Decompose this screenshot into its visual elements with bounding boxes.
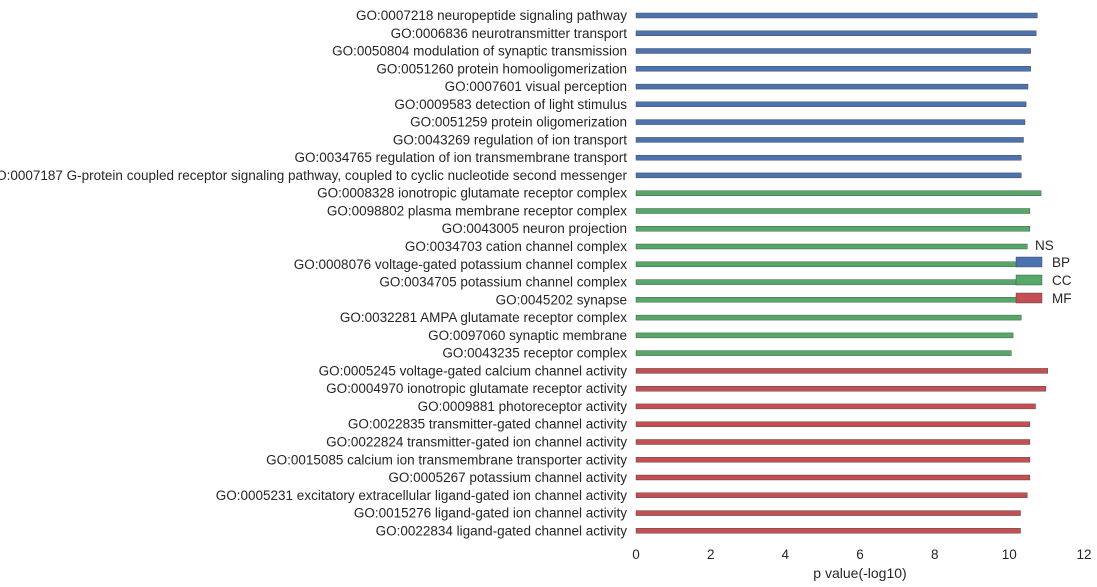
legend-title: NS [1035,238,1054,253]
legend-label-mf: MF [1052,291,1072,306]
bar-cc [635,314,1022,321]
bar-bp [635,154,1022,161]
category-label: GO:0022824 transmitter-gated ion channel… [326,435,627,450]
category-label: GO:0098802 plasma membrane receptor comp… [327,204,627,219]
category-label: GO:0006836 neurotransmitter transport [391,26,628,41]
bar-bp [635,101,1027,108]
category-label: GO:0008328 ionotropic glutamate receptor… [317,186,627,201]
bar-bp [635,48,1031,54]
x-tick-label: 0 [632,547,640,562]
bar-bp [635,172,1022,179]
category-label: GO:0045202 synapse [496,292,627,307]
legend-swatch-cc [1015,274,1043,286]
bar-mf [635,474,1031,481]
bar-mf [635,421,1031,427]
x-tick-label: 2 [707,547,715,562]
category-label: GO:0051260 protein homooligomerization [376,61,627,76]
bar-mf [635,439,1031,445]
bar-bp [635,83,1029,90]
bar-bp [635,12,1038,19]
bar-mf [635,403,1036,410]
bar-cc [635,297,1023,303]
category-label: GO:0022834 ligand-gated channel activity [376,523,628,538]
category-label: GO:0007601 visual perception [445,79,627,94]
legend-label-cc: CC [1052,273,1072,288]
category-label: GO:0022835 transmitter-gated channel act… [348,417,627,432]
category-label: GO:0005267 potassium channel activity [388,470,627,485]
bar-mf [635,386,1047,392]
bar-cc [635,332,1014,339]
category-label: GO:0005231 excitatory extracellular liga… [216,488,627,503]
category-label: GO:0008076 voltage-gated potassium chann… [294,257,627,272]
category-label: GO:0004970 ionotropic glutamate receptor… [326,381,627,396]
legend-label-bp: BP [1052,255,1070,270]
legend-swatch-bp [1015,256,1043,268]
x-axis: 0 2 4 6 8 10 12 [632,547,1091,562]
bar-cc [635,243,1028,250]
category-label: GO:0009583 detection of light stimulus [394,97,627,112]
bar-mf [635,528,1021,534]
category-label: GO:0032281 AMPA glutamate receptor compl… [340,310,627,325]
category-label: GO:0015085 calcium ion transmembrane tra… [266,452,627,467]
bar-bp [635,30,1037,36]
category-label: GO:0009881 photoreceptor activity [418,399,628,414]
legend: NS BP CC MF [1015,238,1072,306]
bar-bp [635,137,1024,143]
x-axis-label: p value(-log10) [813,565,906,581]
bar-mf [635,368,1048,374]
category-label: GO:0050804 modulation of synaptic transm… [332,44,627,59]
category-label: GO:0015276 ligand-gated ion channel acti… [354,506,627,521]
bar-cc [635,279,1025,285]
category-label: GO:0051259 protein oligomerization [410,115,627,130]
bar-mf [635,492,1028,498]
category-label: GO:0043235 receptor complex [442,346,627,361]
category-label: GO:0043269 regulation of ion transport [393,132,627,147]
bar-bp [635,119,1026,125]
bar-mf [635,457,1031,463]
bar-cc [635,261,1027,267]
category-label: GO:0034765 regulation of ion transmembra… [295,150,628,165]
x-tick-label: 10 [1002,547,1017,562]
category-label: GO:0005245 voltage-gated calcium channel… [319,363,628,378]
legend-swatch-mf [1015,292,1043,304]
category-label: GO:0007187 G-protein coupled receptor si… [0,168,627,183]
x-tick-label: 8 [931,547,939,562]
category-label: GO:0007218 neuropeptide signaling pathwa… [356,8,627,23]
category-label: GO:0034703 cation channel complex [405,239,627,254]
bar-cc [635,350,1012,356]
x-tick-label: 12 [1076,547,1091,562]
bar-cc [635,190,1042,196]
category-labels: GO:0007218 neuropeptide signaling pathwa… [0,8,627,538]
category-label: GO:0043005 neuron projection [442,221,627,236]
bar-mf [635,510,1021,516]
category-label: GO:0034705 potassium channel complex [379,275,627,290]
bars-layer [635,12,1048,534]
x-tick-label: 6 [856,547,864,562]
category-label: GO:0097060 synaptic membrane [428,328,627,343]
x-tick-label: 4 [782,547,790,562]
bar-cc [635,208,1031,214]
bar-cc [635,225,1031,232]
bar-bp [635,66,1031,72]
